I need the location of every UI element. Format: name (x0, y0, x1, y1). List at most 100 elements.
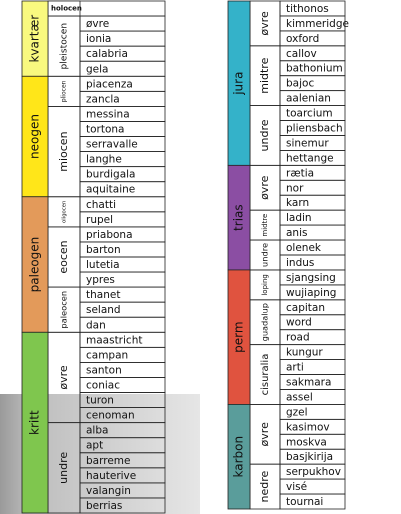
stage-label: pliensbach (286, 123, 343, 135)
stage-label: calabria (86, 48, 128, 60)
period-label: neogen (28, 114, 42, 159)
stage-label: alba (86, 425, 108, 437)
stage-label: barreme (86, 455, 130, 467)
stage-label: kimmeridge (286, 18, 349, 30)
epoch-label: paleocen (59, 291, 69, 329)
stage-label: serpukhov (286, 466, 341, 478)
stage-label: bajoc (286, 78, 314, 90)
stage-label: hettange (286, 152, 334, 164)
stage-label: maastricht (86, 334, 142, 346)
stage-label: anis (286, 227, 307, 239)
stage-label: assel (286, 391, 313, 403)
stage-label: olenek (286, 242, 322, 254)
stage-label: karn (286, 197, 309, 209)
stage-label: tournai (286, 496, 323, 508)
stage-label: capitan (286, 302, 325, 314)
epoch-label: miocen (57, 131, 70, 171)
stage-label: priabona (86, 229, 133, 241)
stage-label: barton (86, 244, 121, 256)
stage-label: rætia (286, 167, 314, 179)
epoch-label: loping (261, 274, 269, 296)
period-cell (21, 0, 49, 77)
stage-label: kasimov (286, 421, 330, 433)
stage-label: ypres (86, 274, 115, 286)
epoch-label: øvre (258, 175, 271, 200)
period-label: paleogen (28, 237, 42, 293)
stage-label: basjkirija (286, 451, 333, 463)
stage-label: coniac (86, 380, 120, 392)
stage-label: sakmara (286, 377, 331, 389)
epoch-label: holocen (51, 5, 82, 13)
stage-label: hauterive (86, 470, 136, 482)
stage-label: indus (286, 257, 314, 269)
epoch-label: midtre (261, 214, 269, 237)
stage-label: wujiaping (286, 287, 336, 299)
stage-label: ionia (86, 33, 111, 45)
stage-label: dan (86, 319, 106, 331)
stage-label: bathonium (286, 63, 343, 75)
stage-label: aalenian (286, 93, 331, 105)
stage-label: øvre (86, 18, 109, 30)
stage-label: langhe (86, 154, 122, 166)
epoch-label: nedre (258, 470, 271, 502)
stage-label: santon (86, 364, 122, 376)
stage-label: visé (286, 481, 307, 493)
epoch-label: guadalup (260, 303, 270, 341)
stage-label: sinemur (286, 137, 329, 149)
stage-label: cenoman (86, 410, 135, 422)
stage-label: zancla (86, 93, 120, 105)
stage-label: word (286, 317, 312, 329)
stage-label: ladin (286, 212, 312, 224)
period-label: jura (232, 72, 246, 96)
stage-label: arti (286, 362, 304, 374)
epoch-label: øvre (258, 422, 271, 447)
stage-label: apt (86, 440, 103, 452)
stage-label: burdigala (86, 169, 136, 181)
epoch-label: øvre (57, 365, 70, 390)
epoch-label: øvre (258, 11, 271, 36)
stage-label: kungur (286, 347, 323, 359)
stage-label: valangin (86, 485, 131, 497)
stage-label: piacenza (86, 78, 133, 90)
period-label: karbon (232, 436, 246, 478)
stage-label: callov (286, 48, 317, 60)
stage-label: toarcium (286, 108, 333, 120)
stage-label: turon (86, 395, 114, 407)
stage-label: campan (86, 349, 128, 361)
stage-label: rupel (86, 214, 113, 226)
stage-label: gzel (286, 406, 308, 418)
epoch-label: undre (258, 119, 271, 151)
stage-label: sjangsing (286, 272, 336, 284)
period-label: kritt (28, 410, 42, 435)
stage-label: tithonos (286, 3, 329, 15)
epoch-label: undre (260, 243, 270, 267)
stage-label: nor (286, 182, 304, 194)
stage-label: chatti (86, 199, 116, 211)
period-cell (21, 75, 49, 198)
epoch-label: cisuralia (260, 354, 271, 396)
epoch-label: oligocen (62, 201, 68, 223)
epoch-label: eocen (57, 240, 70, 273)
epoch-label: pleistocen (60, 23, 70, 70)
period-label: perm (232, 321, 246, 352)
stage-label: road (286, 332, 310, 344)
period-label: trias (232, 204, 246, 231)
stage-label: seland (86, 304, 121, 316)
stage-label: serravalle (86, 139, 138, 151)
epoch-label: midtre (258, 57, 271, 93)
period-cell (227, 404, 251, 510)
stage-label: thanet (86, 289, 120, 301)
period-label: kvartær (28, 15, 42, 63)
stage-label: oxford (286, 33, 319, 45)
stage-label: aquitaine (86, 184, 135, 196)
stage-label: berrias (86, 500, 122, 512)
stage-label: tortona (86, 124, 125, 136)
stage-label: messina (86, 108, 130, 120)
period-cell (21, 331, 49, 514)
epoch-label: undre (57, 452, 70, 484)
stage-label: gela (86, 63, 108, 75)
epoch-label: pliocen (61, 80, 68, 102)
stage-label: moskva (286, 436, 327, 448)
stage-label: lutetia (86, 259, 120, 271)
